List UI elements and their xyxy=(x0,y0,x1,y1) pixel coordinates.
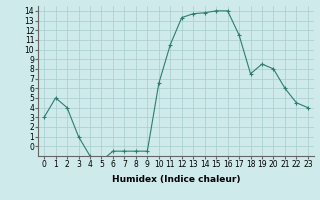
X-axis label: Humidex (Indice chaleur): Humidex (Indice chaleur) xyxy=(112,175,240,184)
